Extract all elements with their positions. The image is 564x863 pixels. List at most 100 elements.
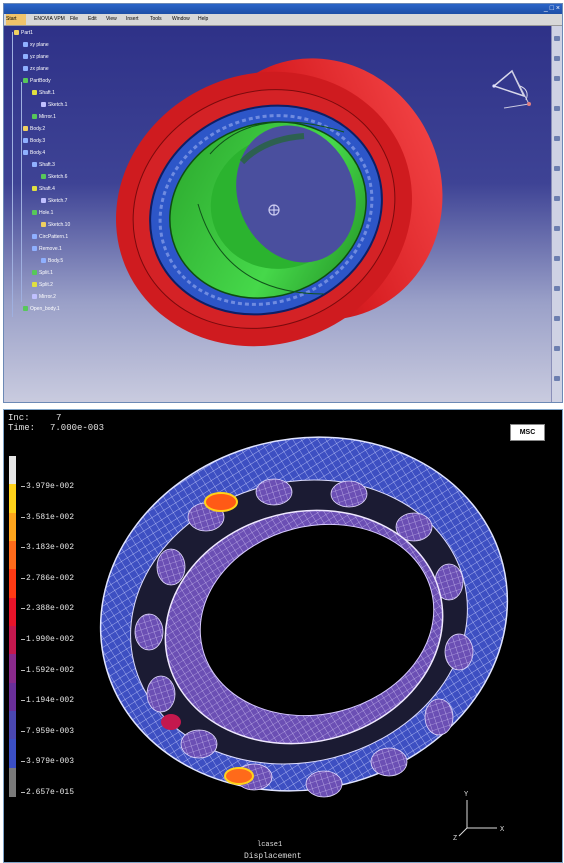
menu-window[interactable]: Window <box>172 16 190 22</box>
tree-node[interactable]: Sketch.6 <box>41 174 67 181</box>
colorbar-tick <box>21 608 25 610</box>
colorbar-segment <box>9 739 16 769</box>
compass-icon[interactable] <box>484 66 544 116</box>
tree-node[interactable]: Body.2 <box>23 126 45 133</box>
colorbar-label: 2.657e-015 <box>26 788 75 797</box>
toolbar-button[interactable] <box>554 376 560 381</box>
tree-node[interactable]: Mirror.1 <box>32 114 56 121</box>
toolbar-button[interactable] <box>554 196 560 201</box>
colorbar-label: 1.194e-002 <box>26 696 75 706</box>
tree-node-label: CircPattern.1 <box>39 234 69 240</box>
tree-node-label: yz plane <box>30 54 49 60</box>
tree-node[interactable]: Shaft.3 <box>32 162 55 169</box>
window-buttons[interactable]: _ □ × <box>543 5 560 12</box>
tree-node[interactable]: Mirror.2 <box>32 294 56 301</box>
tree-node-icon <box>32 270 37 276</box>
tree-node[interactable]: Sketch.1 <box>41 102 67 109</box>
tree-node-icon <box>32 186 37 192</box>
tree-node[interactable]: zx plane <box>23 66 49 73</box>
tree-node[interactable]: Shaft.1 <box>32 90 55 97</box>
colorbar-segment <box>9 626 16 655</box>
toolbar-button[interactable] <box>554 286 560 291</box>
tree-node-icon <box>23 306 28 312</box>
time-value: 7.000e-003 <box>50 423 105 433</box>
tree-node-icon <box>32 162 37 168</box>
tree-node[interactable]: Body.3 <box>23 138 45 145</box>
colorbar-label: 7.959e-003 <box>26 726 75 736</box>
menu-tools[interactable]: Tools <box>150 16 162 22</box>
msc-logo: MSC <box>510 424 545 441</box>
colorbar-tick <box>21 792 25 793</box>
tree-node[interactable]: Split.2 <box>32 282 53 289</box>
toolbar-button[interactable] <box>554 106 560 111</box>
colorbar-tick <box>21 639 25 640</box>
tree-node[interactable]: PartBody <box>23 78 51 85</box>
menu-view[interactable]: View <box>106 16 117 22</box>
colorbar-label: 1.592e-002 <box>26 665 75 675</box>
tree-node-icon <box>41 174 46 180</box>
tree-node-icon <box>23 126 28 132</box>
tree-node[interactable]: CircPattern.1 <box>32 234 68 241</box>
tree-node[interactable]: Body.4 <box>23 150 45 157</box>
colorbar-label: 3.581e-002 <box>26 512 75 522</box>
toolbar-button[interactable] <box>554 346 560 351</box>
bearing-fea-mesh[interactable] <box>89 432 509 824</box>
colorbar-tick <box>21 577 25 579</box>
tree-node-label: Split.1 <box>39 270 53 276</box>
tree-node[interactable]: yz plane <box>23 54 49 61</box>
tree-node[interactable]: Open_body.1 <box>23 306 60 313</box>
menu-bar: Start ENOVIA VPM File Edit View Insert T… <box>4 14 562 26</box>
colorbar-tick <box>21 730 25 732</box>
specification-tree: Part1 xy plane yz plane zx plane PartBody Sha… <box>8 26 118 326</box>
tree-node-label: Shaft.1 <box>39 90 55 96</box>
tree-node-label: Remove.1 <box>39 246 62 252</box>
tree-node-label: Sketch.7 <box>48 198 68 204</box>
toolbar-button[interactable] <box>554 36 560 41</box>
colorbar-label: 3.979e-003 <box>26 757 75 767</box>
toolbar-button[interactable] <box>554 166 560 171</box>
tree-node-label: xy plane <box>30 42 49 48</box>
toolbar-button[interactable] <box>554 136 560 141</box>
manipulator-icon[interactable] <box>266 202 282 218</box>
tree-node[interactable]: Body.5 <box>41 258 63 265</box>
tree-node-icon <box>23 42 28 48</box>
tree-node[interactable]: Sketch.10 <box>41 222 70 229</box>
tree-node-label: Shaft.3 <box>39 162 55 168</box>
displacement-colorbar: 3.979e-002 3.581e-002 3.183e-002 2.786e-002… <box>9 456 74 797</box>
tree-node-icon <box>41 258 46 264</box>
toolbar-button[interactable] <box>554 76 560 81</box>
colorbar-segment <box>9 484 16 514</box>
tree-node[interactable]: Shaft.4 <box>32 186 55 193</box>
rolling-elements[interactable] <box>134 478 474 798</box>
toolbar-button[interactable] <box>554 316 560 321</box>
menu-start[interactable]: Start <box>6 14 26 25</box>
colorbar-segment <box>9 654 16 684</box>
tree-node-label: Hole.1 <box>39 210 54 216</box>
menu-insert[interactable]: Insert <box>126 16 139 22</box>
toolbar-button[interactable] <box>554 226 560 231</box>
axis-y-label: Y <box>464 791 469 799</box>
tree-node-label: Body.2 <box>30 126 46 132</box>
menu-edit[interactable]: Edit <box>88 16 97 22</box>
tree-node[interactable]: Part1 <box>14 30 33 37</box>
tree-node[interactable]: Split.1 <box>32 270 53 277</box>
tree-node-label: Sketch.1 <box>48 102 68 108</box>
menu-enovia[interactable]: ENOVIA VPM <box>34 16 65 22</box>
tree-node-label: Body.4 <box>30 150 46 156</box>
tree-node-icon <box>32 246 37 252</box>
tree-node[interactable]: Remove.1 <box>32 246 62 253</box>
menu-help[interactable]: Help <box>198 16 209 22</box>
menu-file[interactable]: File <box>70 16 79 22</box>
tree-node-label: Body.5 <box>48 258 64 264</box>
toolbar-button[interactable] <box>554 56 560 61</box>
tree-node[interactable]: xy plane <box>23 42 49 49</box>
time-label: Time: <box>8 423 36 433</box>
tree-node[interactable]: Sketch.7 <box>41 198 67 205</box>
tree-node-label: Shaft.4 <box>39 186 55 192</box>
tree-node[interactable]: Hole.1 <box>32 210 53 217</box>
colorbar-segment <box>9 569 16 599</box>
bearing-3d-model[interactable] <box>114 44 454 384</box>
tree-connector <box>21 82 22 302</box>
toolbar-button[interactable] <box>554 256 560 261</box>
fea-results-window: Inc: 7 Time: 7.000e-003 MSC 3.979e-002 3.… <box>3 409 563 863</box>
